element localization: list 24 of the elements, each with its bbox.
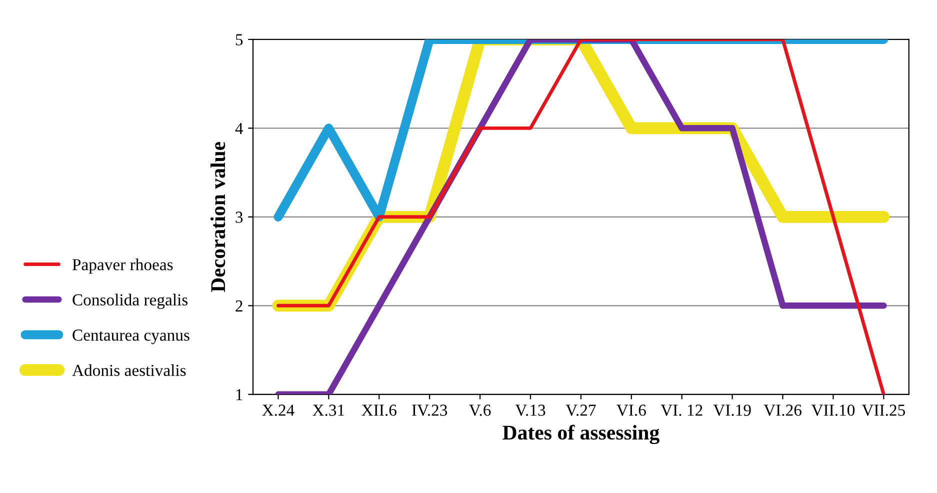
y-axis-title: Decoration value [210, 142, 226, 292]
x-tick-label: XII.6 [362, 404, 396, 416]
legend-label: Consolida regalis [72, 294, 188, 309]
legend-label: Papaver rhoeas [72, 258, 173, 274]
y-tick-label: 5 [236, 34, 243, 46]
x-tick-label: V.6 [469, 404, 491, 416]
x-tick-label: VII.25 [862, 404, 905, 416]
legend-label: Adonis aestivalis [72, 364, 186, 376]
y-tick-label: 2 [236, 300, 242, 312]
x-tick-label: VII.10 [811, 404, 855, 416]
x-tick-label: X.24 [262, 404, 294, 416]
y-tick-label: 3 [236, 212, 243, 223]
x-tick-label: V.13 [515, 404, 546, 416]
y-tick-label: 4 [235, 122, 244, 134]
y-tick-label: 1 [236, 389, 242, 400]
x-tick-label: VI.6 [616, 404, 646, 416]
x-tick-label: VI.26 [764, 404, 802, 416]
x-tick-label: VI. 12 [660, 404, 702, 416]
x-tick-label: IV.23 [412, 404, 448, 416]
x-axis-title: Dates of assessing [502, 424, 660, 444]
legend-label: Centaurea cyanus [72, 330, 190, 344]
x-tick-label: X.31 [312, 404, 344, 416]
x-tick-label: VI.19 [713, 404, 751, 416]
x-tick-label: V.27 [566, 404, 596, 416]
